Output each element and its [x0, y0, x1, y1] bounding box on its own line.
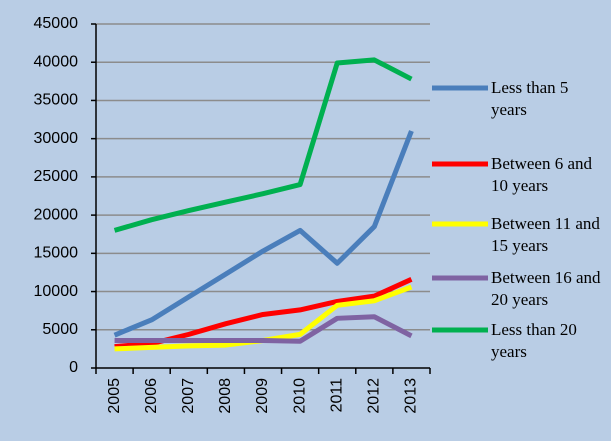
legend-label: Less than 20 years — [491, 320, 577, 361]
y-tick-label: 25000 — [34, 168, 79, 185]
x-tick-label: 2012 — [366, 378, 383, 414]
y-tick-label: 10000 — [34, 283, 79, 300]
y-tick-label: 15000 — [34, 245, 79, 262]
y-tick-label: 45000 — [34, 15, 79, 32]
legend-label: Less than 5 years — [491, 78, 569, 119]
y-tick-label: 40000 — [34, 53, 79, 70]
series-line — [113, 57, 413, 233]
x-tick-label: 2007 — [180, 378, 197, 414]
y-tick-label: 5000 — [42, 321, 78, 338]
legend-label: Between 16 and 20 years — [491, 268, 601, 309]
x-tick-label: 2013 — [403, 378, 420, 414]
x-tick-label: 2009 — [254, 378, 271, 414]
legend-label: Between 11 and 15 years — [491, 214, 600, 255]
x-tick-label: 2010 — [291, 378, 308, 414]
series-line — [114, 314, 413, 344]
x-tick-label: 2008 — [217, 378, 234, 414]
x-tick-label: 2006 — [143, 378, 160, 414]
x-tick-label: 2005 — [106, 378, 123, 414]
y-tick-label: 0 — [69, 359, 78, 376]
y-tick-label: 20000 — [34, 206, 79, 223]
series-line — [113, 130, 414, 338]
legend-label: Between 6 and 10 years — [491, 154, 593, 195]
x-tick-label: 2011 — [328, 378, 345, 413]
y-tick-label: 30000 — [34, 130, 79, 147]
y-tick-label: 35000 — [34, 92, 79, 109]
